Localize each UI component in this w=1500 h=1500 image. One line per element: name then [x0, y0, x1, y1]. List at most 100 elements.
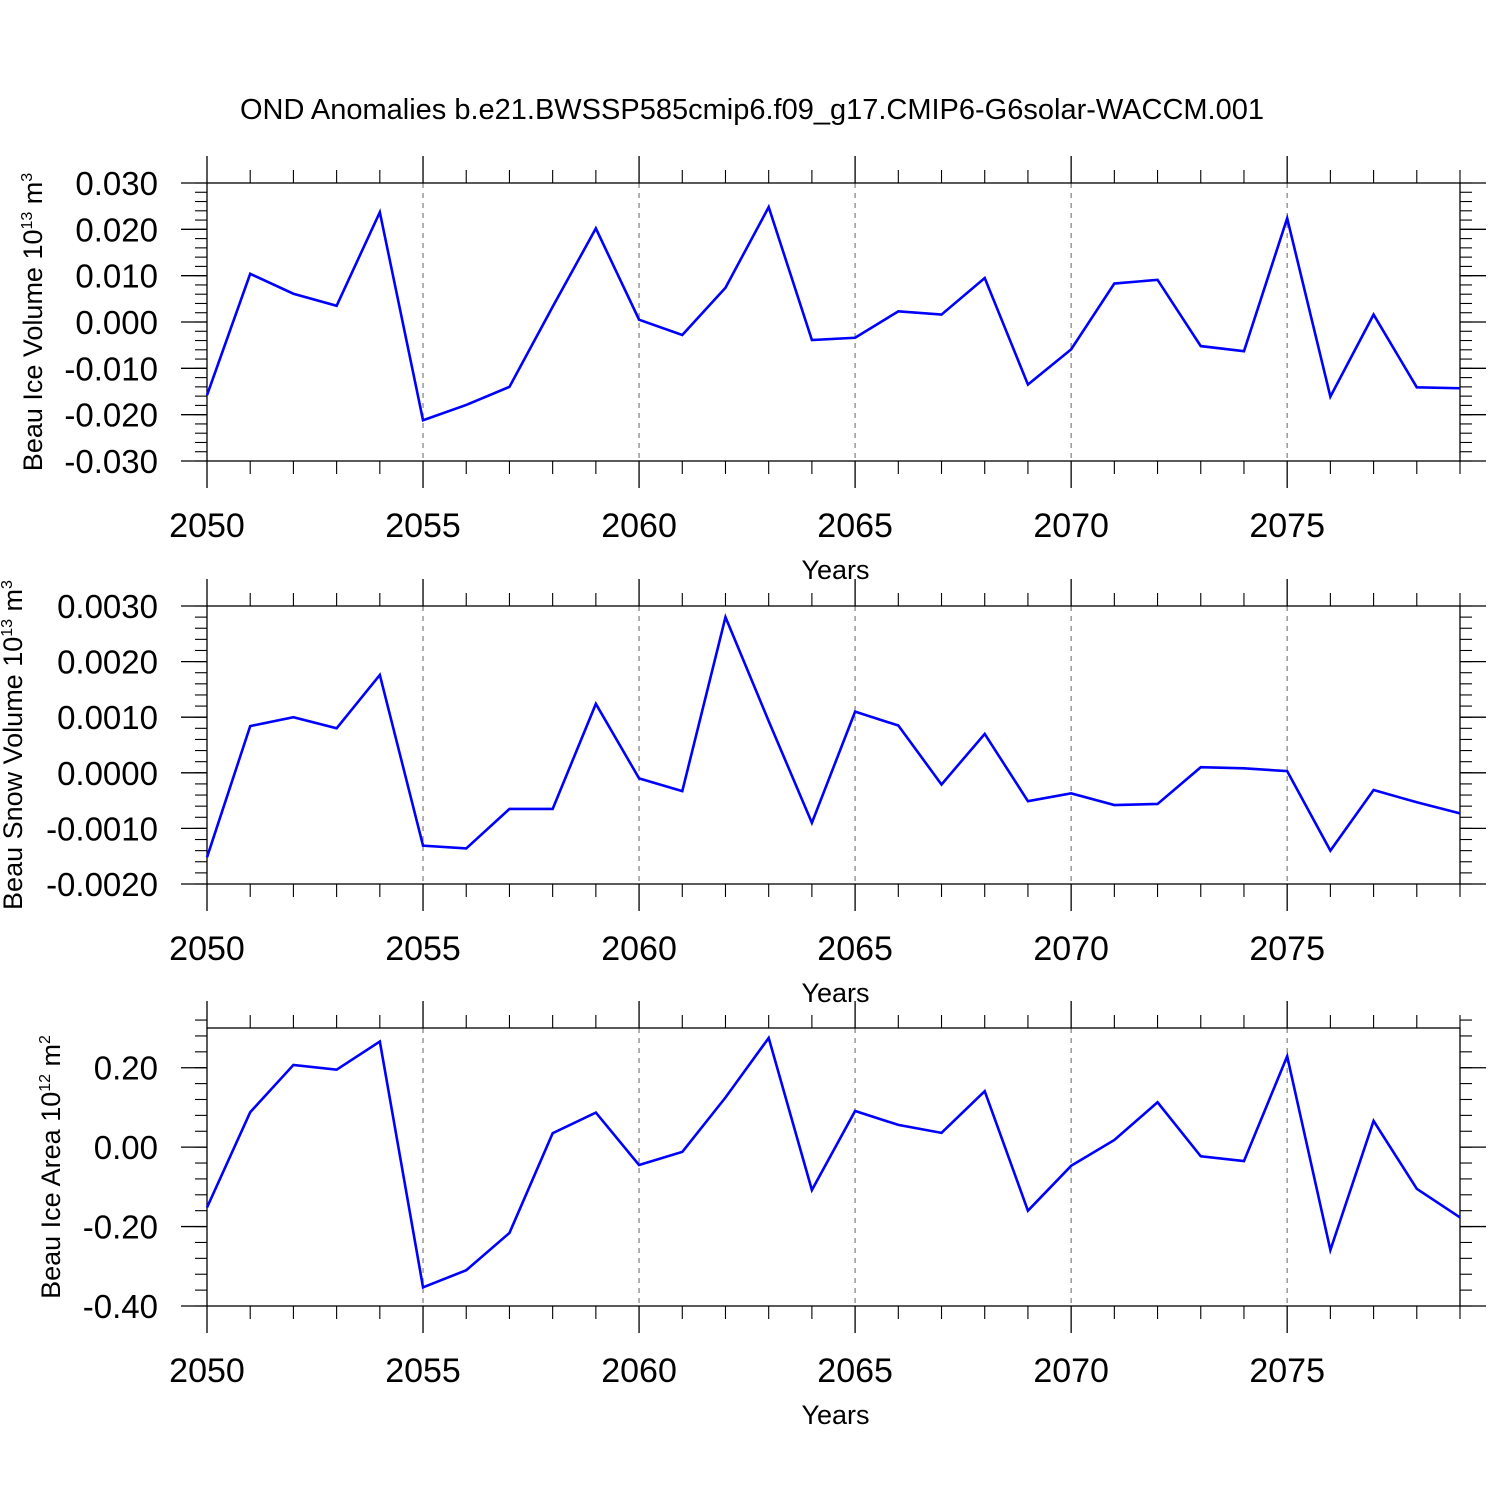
- data-point: [1069, 791, 1073, 795]
- panel-3: 2050 2055 2060 2065 2070 2075 -0.40 -0.20 0.00 0.…: [36, 1001, 1486, 1430]
- x-tick-label: 2070: [1033, 507, 1109, 545]
- data-point: [853, 710, 857, 714]
- y-tick-label: 0.010: [75, 258, 158, 295]
- data-point: [1112, 803, 1116, 807]
- data-point: [723, 1096, 727, 1100]
- y-tick-label: 0.0020: [57, 644, 158, 681]
- data-point: [1328, 395, 1332, 399]
- x-tick-label: 2055: [385, 930, 461, 968]
- chart-title: OND Anomalies b.e21.BWSSP585cmip6.f09_g1…: [240, 94, 1264, 126]
- data-point: [940, 313, 944, 317]
- data-point: [421, 1285, 425, 1289]
- data-point: [248, 724, 252, 728]
- y-tick-label: 0.20: [94, 1050, 158, 1087]
- x-axis-label: Years: [801, 978, 869, 1008]
- data-point: [896, 724, 900, 728]
- data-point: [637, 1163, 641, 1167]
- data-point: [853, 336, 857, 340]
- data-point: [551, 305, 555, 309]
- data-point: [1458, 1215, 1462, 1219]
- data-point: [810, 1188, 814, 1192]
- data-point: [680, 1150, 684, 1154]
- plot-frame: [206, 182, 1461, 462]
- x-tick-label: 2055: [385, 507, 461, 545]
- data-point: [291, 1063, 295, 1067]
- data-point: [680, 333, 684, 337]
- data-point: [1242, 766, 1246, 770]
- plot-frame: [206, 605, 1461, 885]
- data-point: [1328, 849, 1332, 853]
- data-point: [1458, 386, 1462, 390]
- y-tick-label: -0.40: [83, 1288, 158, 1325]
- x-axis-label: Years: [801, 555, 869, 585]
- data-point: [551, 807, 555, 811]
- x-tick-label: 2065: [817, 930, 893, 968]
- data-point: [205, 1206, 209, 1210]
- data-point: [1112, 282, 1116, 286]
- data-point: [464, 1268, 468, 1272]
- data-point: [1372, 788, 1376, 792]
- data-point: [507, 385, 511, 389]
- data-point: [421, 418, 425, 422]
- data-series-line: [205, 612, 1461, 858]
- x-tick-label: 2070: [1033, 1352, 1109, 1390]
- data-point: [1026, 383, 1030, 387]
- data-point: [1112, 1138, 1116, 1142]
- x-tick-label: 2075: [1249, 507, 1325, 545]
- data-point: [1156, 802, 1160, 806]
- x-tick-label: 2060: [601, 930, 677, 968]
- data-point: [1285, 216, 1289, 220]
- data-point: [464, 403, 468, 407]
- data-point: [1026, 1209, 1030, 1213]
- x-tick-label: 2050: [169, 1352, 245, 1390]
- data-point: [767, 205, 771, 209]
- data-point: [335, 1068, 339, 1072]
- y-tick-label: -0.20: [83, 1209, 158, 1246]
- data-point: [1069, 347, 1073, 351]
- data-point: [853, 1109, 857, 1113]
- data-point: [1415, 1187, 1419, 1191]
- y-axis-label: Beau Ice Volume 1013 m3: [18, 173, 48, 471]
- data-point: [248, 1110, 252, 1114]
- data-point: [1328, 1248, 1332, 1252]
- data-point: [378, 673, 382, 677]
- plot-frame: [206, 1027, 1461, 1307]
- data-point: [1285, 769, 1289, 773]
- y-tick-label: 0.00: [94, 1129, 158, 1166]
- data-point: [896, 309, 900, 313]
- x-tick-label: 2055: [385, 1352, 461, 1390]
- y-tick-label: 0.000: [75, 304, 158, 341]
- data-point: [1458, 811, 1462, 815]
- data-point: [1285, 1054, 1289, 1058]
- x-axis-label: Years: [801, 1400, 869, 1430]
- data-point: [378, 1040, 382, 1044]
- data-point: [421, 844, 425, 848]
- data-point: [205, 855, 209, 859]
- data-point: [767, 719, 771, 723]
- y-tick-label: -0.0010: [46, 810, 158, 847]
- y-tick-label: 0.0010: [57, 699, 158, 736]
- y-tick-label: -0.030: [64, 443, 158, 480]
- data-point: [1242, 349, 1246, 353]
- y-tick-label: 0.0000: [57, 755, 158, 792]
- data-point: [1372, 313, 1376, 317]
- x-tick-label: 2050: [169, 507, 245, 545]
- data-point: [983, 276, 987, 280]
- data-point: [594, 226, 598, 230]
- data-point: [1372, 1119, 1376, 1123]
- data-point: [1156, 1100, 1160, 1104]
- data-point: [1199, 765, 1203, 769]
- data-point: [1415, 800, 1419, 804]
- data-point: [291, 292, 295, 296]
- data-point: [723, 286, 727, 290]
- data-point: [507, 807, 511, 811]
- x-tick-label: 2065: [817, 1352, 893, 1390]
- data-point: [335, 304, 339, 308]
- y-axis-label: Beau Ice Area 1012 m2: [36, 1035, 66, 1299]
- data-point: [205, 393, 209, 397]
- data-point: [507, 1231, 511, 1235]
- data-point: [594, 702, 598, 706]
- y-tick-label: -0.0020: [46, 866, 158, 903]
- data-point: [594, 1111, 598, 1115]
- data-point: [983, 732, 987, 736]
